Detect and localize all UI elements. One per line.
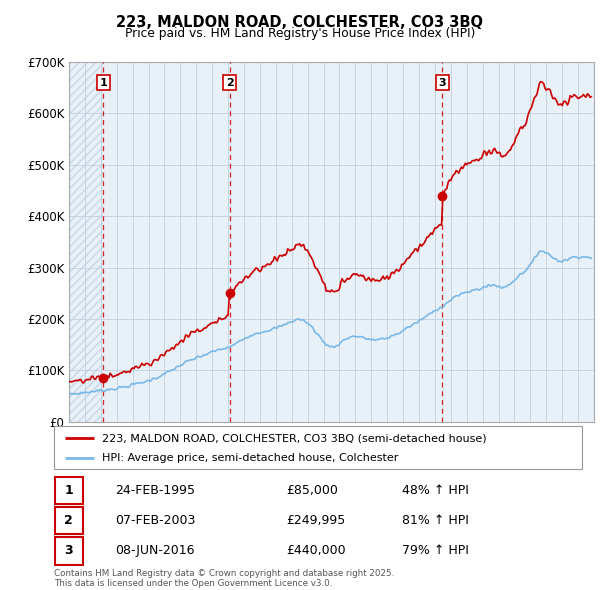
FancyBboxPatch shape	[55, 537, 83, 565]
Text: 79% ↑ HPI: 79% ↑ HPI	[403, 545, 469, 558]
FancyBboxPatch shape	[55, 477, 83, 504]
Text: 1: 1	[100, 77, 107, 87]
Text: 223, MALDON ROAD, COLCHESTER, CO3 3BQ (semi-detached house): 223, MALDON ROAD, COLCHESTER, CO3 3BQ (s…	[101, 433, 486, 443]
Text: £249,995: £249,995	[286, 514, 346, 527]
Text: Contains HM Land Registry data © Crown copyright and database right 2025.
This d: Contains HM Land Registry data © Crown c…	[54, 569, 394, 588]
Text: 81% ↑ HPI: 81% ↑ HPI	[403, 514, 469, 527]
Text: HPI: Average price, semi-detached house, Colchester: HPI: Average price, semi-detached house,…	[101, 453, 398, 463]
Text: 07-FEB-2003: 07-FEB-2003	[115, 514, 195, 527]
Text: 24-FEB-1995: 24-FEB-1995	[115, 484, 195, 497]
Text: £440,000: £440,000	[286, 545, 346, 558]
Text: 223, MALDON ROAD, COLCHESTER, CO3 3BQ: 223, MALDON ROAD, COLCHESTER, CO3 3BQ	[116, 15, 484, 30]
Text: Price paid vs. HM Land Registry's House Price Index (HPI): Price paid vs. HM Land Registry's House …	[125, 27, 475, 40]
Text: 2: 2	[64, 514, 73, 527]
Text: £85,000: £85,000	[286, 484, 338, 497]
Text: 08-JUN-2016: 08-JUN-2016	[115, 545, 194, 558]
Text: 3: 3	[64, 545, 73, 558]
Text: 3: 3	[439, 77, 446, 87]
FancyBboxPatch shape	[55, 507, 83, 535]
Text: 48% ↑ HPI: 48% ↑ HPI	[403, 484, 469, 497]
Text: 1: 1	[64, 484, 73, 497]
Text: 2: 2	[226, 77, 233, 87]
